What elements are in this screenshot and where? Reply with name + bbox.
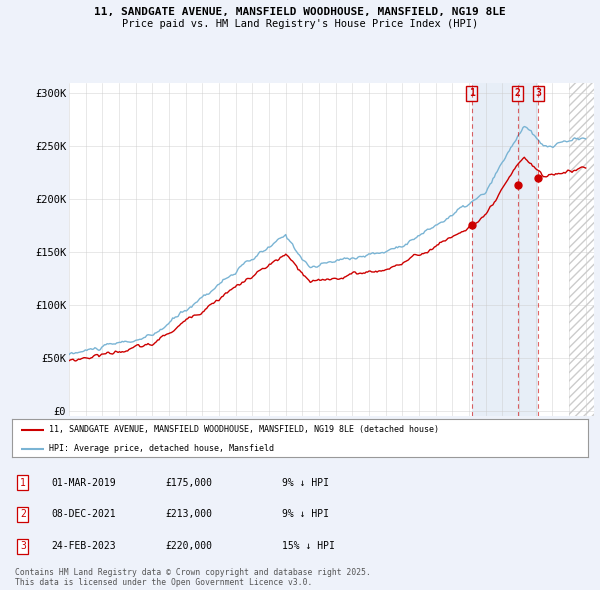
Text: HPI: Average price, detached house, Mansfield: HPI: Average price, detached house, Mans… (49, 444, 274, 453)
Text: 2: 2 (20, 510, 26, 519)
Bar (569, 83, 594, 416)
Text: 2: 2 (515, 88, 521, 98)
Text: 1: 1 (469, 88, 475, 98)
Text: 15% ↓ HPI: 15% ↓ HPI (282, 542, 335, 551)
Text: 24-FEB-2023: 24-FEB-2023 (51, 542, 116, 551)
Text: 9% ↓ HPI: 9% ↓ HPI (282, 478, 329, 487)
Text: Price paid vs. HM Land Registry's House Price Index (HPI): Price paid vs. HM Land Registry's House … (122, 19, 478, 30)
Text: £175,000: £175,000 (165, 478, 212, 487)
Text: 3: 3 (535, 88, 541, 98)
Bar (472, 83, 538, 416)
Text: 08-DEC-2021: 08-DEC-2021 (51, 510, 116, 519)
Text: 9% ↓ HPI: 9% ↓ HPI (282, 510, 329, 519)
Text: 3: 3 (20, 542, 26, 551)
Text: 1: 1 (20, 478, 26, 487)
Text: 11, SANDGATE AVENUE, MANSFIELD WOODHOUSE, MANSFIELD, NG19 8LE: 11, SANDGATE AVENUE, MANSFIELD WOODHOUSE… (94, 7, 506, 17)
Text: 01-MAR-2019: 01-MAR-2019 (51, 478, 116, 487)
Text: £220,000: £220,000 (165, 542, 212, 551)
Bar (569, 83, 594, 416)
Text: £213,000: £213,000 (165, 510, 212, 519)
Text: 11, SANDGATE AVENUE, MANSFIELD WOODHOUSE, MANSFIELD, NG19 8LE (detached house): 11, SANDGATE AVENUE, MANSFIELD WOODHOUSE… (49, 425, 439, 434)
Text: Contains HM Land Registry data © Crown copyright and database right 2025.
This d: Contains HM Land Registry data © Crown c… (15, 568, 371, 587)
